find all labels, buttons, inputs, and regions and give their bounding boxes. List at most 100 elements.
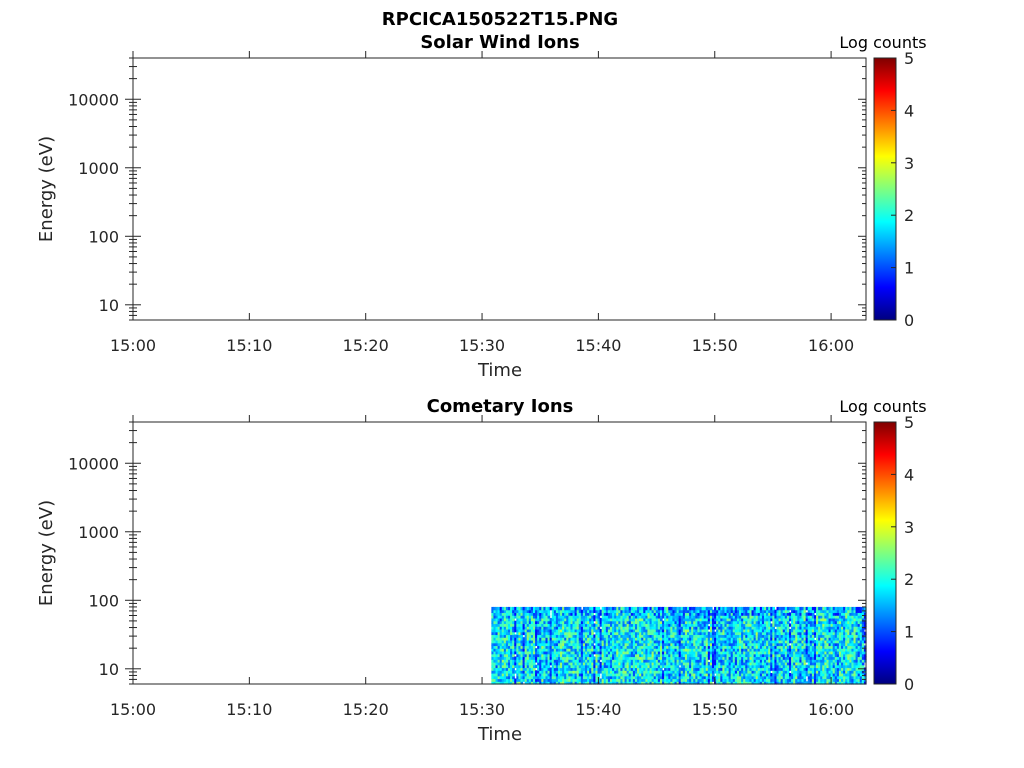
- spectrogram-cell: [811, 612, 815, 616]
- spectrogram-cell: [695, 634, 699, 638]
- spectrogram-cell: [535, 659, 538, 663]
- spectrogram-cell: [497, 672, 501, 677]
- spectrogram-cell: [728, 675, 732, 680]
- spectrogram-cell: [645, 661, 649, 666]
- spectrogram-cell: [603, 639, 607, 644]
- spectrogram-cell: [568, 642, 572, 647]
- spectrogram-cell: [678, 628, 682, 633]
- spectrogram-cell: [582, 681, 586, 685]
- spectrogram-cell: [551, 672, 555, 677]
- spectrogram-cell: [843, 650, 846, 655]
- spectrogram-cell: [687, 631, 690, 636]
- spectrogram-cell: [609, 642, 613, 647]
- spectrogram-cell: [764, 642, 767, 647]
- spectrogram-cell: [691, 667, 694, 671]
- spectrogram-cell: [545, 650, 549, 655]
- spectrogram-cell: [751, 675, 755, 680]
- spectrogram-cell: [778, 645, 782, 649]
- spectrogram-cell: [535, 609, 538, 614]
- spectrogram-cell: [572, 648, 576, 652]
- spectrogram-cell: [676, 642, 680, 647]
- spectrogram-cell: [578, 667, 582, 671]
- spectrogram-cell: [799, 678, 803, 682]
- spectrogram-cell: [651, 678, 655, 682]
- spectrogram-cell: [732, 631, 736, 636]
- spectrogram-cell: [609, 648, 613, 652]
- spectrogram-cell: [628, 667, 632, 671]
- spectrogram-cell: [674, 637, 678, 641]
- spectrogram-cell: [510, 609, 513, 614]
- spectrogram-cell: [693, 642, 696, 647]
- spectrogram-cell: [807, 634, 811, 638]
- spectrogram-cell: [564, 653, 567, 658]
- spectrogram-cell: [822, 642, 825, 647]
- spectrogram-cell: [568, 675, 572, 680]
- spectrogram-cell: [601, 639, 605, 644]
- spectrogram-cell: [761, 626, 765, 630]
- spectrogram-cell: [582, 617, 586, 622]
- spectrogram-cell: [557, 659, 561, 663]
- spectrogram-cell: [845, 637, 848, 641]
- spectrogram-cell: [499, 626, 503, 630]
- spectrogram-cell: [774, 617, 778, 622]
- spectrogram-cell: [657, 653, 661, 658]
- spectrogram-cell: [807, 670, 811, 674]
- spectrogram-cell: [697, 637, 701, 641]
- spectrogram-cell: [572, 639, 576, 644]
- spectrogram-cell: [791, 606, 794, 611]
- spectrogram-cell: [751, 667, 755, 671]
- spectrogram-cell: [632, 653, 636, 658]
- spectrogram-cell: [612, 642, 615, 647]
- spectrogram-cell: [732, 612, 736, 616]
- spectrogram-cell: [609, 670, 613, 674]
- spectrogram-cell: [676, 626, 680, 630]
- spectrogram-cell: [591, 667, 594, 671]
- spectrogram-cell: [516, 650, 520, 655]
- spectrogram-cell: [553, 659, 557, 663]
- spectrogram-cell: [545, 642, 549, 647]
- spectrogram-cell: [609, 664, 613, 669]
- spectrogram-cell: [493, 623, 497, 627]
- spectrogram-cell: [716, 615, 719, 619]
- spectrogram-cell: [795, 659, 798, 663]
- spectrogram-cell: [705, 648, 709, 652]
- spectrogram-cell: [595, 648, 599, 652]
- spectrogram-cell: [643, 681, 646, 685]
- spectrogram-cell: [682, 661, 686, 666]
- spectrogram-cell: [574, 675, 578, 680]
- spectrogram-cell: [522, 626, 526, 630]
- spectrogram-cell: [491, 681, 495, 685]
- spectrogram-cell: [549, 606, 553, 611]
- spectrogram-cell: [764, 664, 767, 669]
- spectrogram-cell: [560, 653, 563, 658]
- spectrogram-cell: [772, 606, 776, 611]
- spectrogram-cell: [620, 653, 624, 658]
- spectrogram-cell: [693, 653, 696, 658]
- spectrogram-cell: [495, 617, 499, 622]
- spectrogram-cell: [757, 650, 761, 655]
- spectrogram-cell: [851, 672, 855, 677]
- spectrogram-cell: [620, 661, 624, 666]
- spectrogram-cell: [813, 620, 817, 625]
- spectrogram-cell: [618, 615, 621, 619]
- spectrogram-cell: [626, 678, 630, 682]
- spectrogram-cell: [811, 672, 815, 677]
- spectrogram-cell: [649, 639, 653, 644]
- spectrogram-cell: [578, 639, 582, 644]
- spectrogram-cell: [816, 637, 819, 641]
- spectrogram-cell: [557, 648, 561, 652]
- spectrogram-cell: [838, 623, 842, 627]
- spectrogram-cell: [772, 664, 776, 669]
- spectrogram-cell: [803, 617, 807, 622]
- spectrogram-cell: [691, 617, 694, 622]
- spectrogram-cell: [695, 645, 699, 649]
- spectrogram-cell: [589, 606, 592, 611]
- spectrogram-cell: [505, 626, 509, 630]
- spectrogram-cell: [720, 637, 723, 641]
- spectrogram-cell: [553, 606, 557, 611]
- spectrogram-cell: [639, 681, 642, 685]
- spectrogram-cell: [614, 648, 617, 652]
- spectrogram-cell: [845, 678, 848, 682]
- spectrogram-cell: [726, 634, 730, 638]
- spectrogram-cell: [545, 631, 549, 636]
